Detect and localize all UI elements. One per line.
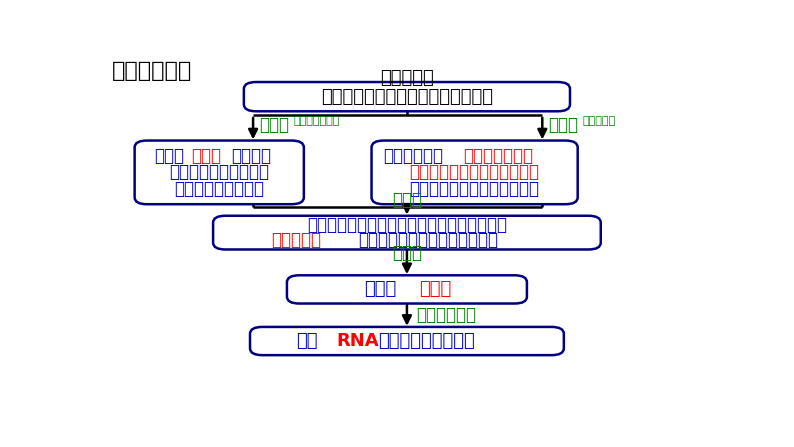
- Text: 毕希纳: 毕希纳: [392, 191, 422, 209]
- Text: 发酵是纯化学反应，与生命活动无关: 发酵是纯化学反应，与生命活动无关: [321, 88, 493, 105]
- Text: 作用，就像在活酵母细胞中一样: 作用，就像在活酵母细胞中一样: [357, 231, 498, 249]
- Text: 胞死亡并裂解后才能发挥作用: 胞死亡并裂解后才能发挥作用: [410, 180, 540, 198]
- FancyBboxPatch shape: [287, 275, 527, 304]
- FancyBboxPatch shape: [244, 82, 570, 111]
- Text: 切赫、奥特曼: 切赫、奥特曼: [416, 306, 476, 324]
- Text: 巴斯德: 巴斯德: [259, 116, 289, 134]
- Text: 酵母细胞中的某些物质能够在酵母细胞破碎后: 酵母细胞中的某些物质能够在酵母细胞破碎后: [307, 216, 507, 234]
- Text: RNA: RNA: [336, 332, 379, 350]
- FancyBboxPatch shape: [135, 140, 304, 204]
- Text: 有关，发: 有关，发: [232, 147, 272, 165]
- FancyBboxPatch shape: [213, 216, 601, 249]
- Text: 胞中某些物质起作用: 胞中某些物质起作用: [174, 180, 264, 198]
- Text: 质，但这些物质只有在酵母细: 质，但这些物质只有在酵母细: [410, 164, 540, 181]
- Text: 引起发酵的是: 引起发酵的是: [384, 147, 444, 165]
- Text: 脲酶是: 脲酶是: [364, 280, 396, 299]
- Text: 也具有生物催化功能: 也具有生物催化功能: [378, 332, 475, 350]
- Text: 继续起催化: 继续起催化: [272, 231, 322, 249]
- Text: 活细胞: 活细胞: [191, 147, 222, 165]
- Text: 酶本质的探索: 酶本质的探索: [111, 60, 192, 80]
- Text: 少数: 少数: [296, 332, 318, 350]
- Text: 发酵与: 发酵与: [155, 147, 185, 165]
- Text: （微生物学家）: （微生物学家）: [293, 116, 340, 126]
- Text: 细胞中的某些物: 细胞中的某些物: [464, 147, 534, 165]
- Text: 李比希: 李比希: [549, 116, 579, 134]
- Text: 蛋白质: 蛋白质: [419, 280, 452, 299]
- Text: 巴斯德之前: 巴斯德之前: [380, 69, 434, 87]
- Text: 萨姆纳: 萨姆纳: [392, 244, 422, 262]
- Text: （化学家）: （化学家）: [582, 116, 615, 126]
- FancyBboxPatch shape: [250, 327, 564, 355]
- Text: 酵是整个细胞而不是细: 酵是整个细胞而不是细: [169, 164, 269, 181]
- FancyBboxPatch shape: [372, 140, 578, 204]
